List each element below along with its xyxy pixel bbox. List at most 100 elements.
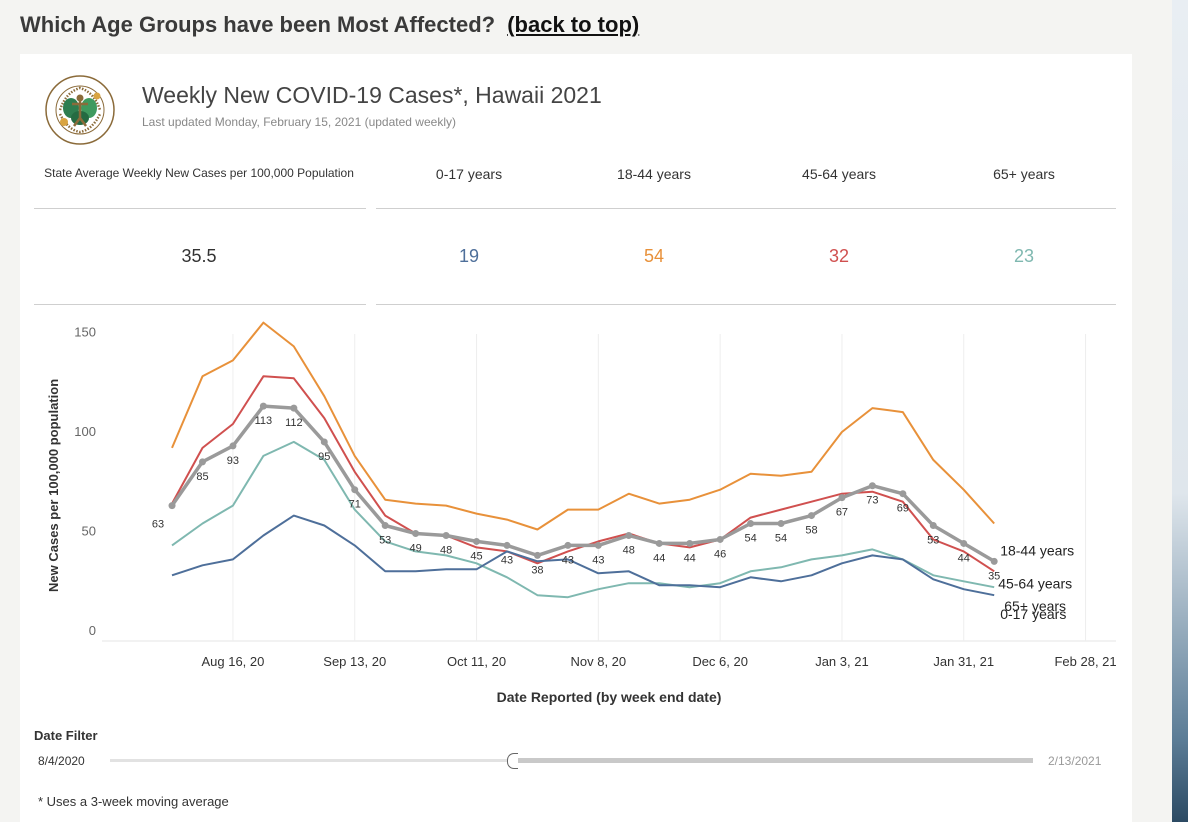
state-average-point [442,531,450,539]
data-label: 43 [501,554,513,566]
x-tick-label: Jan 31, 21 [933,654,994,669]
series-line-0-17-years [171,514,995,597]
y-tick-label: 100 [74,424,96,439]
data-label: 73 [866,495,878,507]
state-average-point [686,539,694,547]
x-tick-label: Nov 8, 20 [571,654,627,669]
kpi-value-0-17: 19 [458,246,480,266]
y-tick-label: 150 [74,325,96,340]
data-label: 71 [349,499,361,511]
data-label: 85 [196,471,208,483]
kpi-value-45-64: 32 [828,246,850,266]
data-label: 53 [379,535,391,547]
date-slider-track[interactable] [110,759,510,762]
state-average-point [899,490,907,498]
cases-line-chart: Aug 16, 20 Sep 13, 20 Oct 11, 20 Nov 8, 20 D… [74,321,1117,705]
series-end-label: 18-44 years [1000,543,1074,559]
state-average-point [290,404,298,412]
x-tick-label: Dec 6, 20 [692,654,748,669]
data-label: 58 [805,525,817,537]
state-average-point [229,442,237,450]
kpi-divider [376,304,1116,305]
series-line-18-44-years [171,321,995,531]
state-average-point [929,522,937,530]
kpi-value-65-plus: 23 [1013,246,1035,266]
x-tick-label: Jan 3, 21 [815,654,869,669]
y-axis-title: New Cases per 100,000 population [46,378,61,592]
date-slider-handle[interactable] [507,753,518,769]
dashboard-title: Weekly New COVID-19 Cases*, Hawaii 2021 [142,82,602,108]
state-average-point [838,494,846,502]
data-label: 43 [592,554,604,566]
state-average-point [473,537,481,545]
x-tick-label: Feb 28, 21 [1054,654,1116,669]
data-label: 95 [318,451,330,463]
kpi-label-45-64: 45-64 years [802,166,876,182]
data-label: 69 [897,503,909,515]
state-average-point [625,531,633,539]
back-to-top-link[interactable]: (back to top) [507,12,640,37]
x-tick-label: Aug 16, 20 [201,654,264,669]
date-filter-label: Date Filter [34,728,98,743]
state-average-point [868,482,876,490]
data-label: 45 [470,550,482,562]
data-label: 46 [714,548,726,560]
state-average-point [503,541,511,549]
state-average-value: 35.5 [181,246,217,266]
data-label: 38 [531,564,543,576]
y-tick-label: 50 [82,524,96,539]
state-average-point [990,557,998,565]
series-end-label: 45-64 years [998,575,1072,591]
state-average-point [564,541,572,549]
state-average-point [412,529,420,537]
state-average-point [777,520,785,528]
state-average-point [351,486,359,494]
kpi-divider [34,208,366,209]
data-label: 67 [836,507,848,519]
background-photo-edge [1172,0,1188,822]
data-label: 44 [653,552,665,564]
data-label: 35 [988,570,1000,582]
kpi-divider [376,208,1116,209]
data-label: 93 [227,455,239,467]
series-end-label: 65+ years [1004,598,1066,614]
data-label: 113 [255,415,273,427]
data-label: 44 [684,552,696,564]
state-average-point [533,551,541,559]
state-average-point [198,458,206,466]
date-slider-selected-range[interactable] [510,758,1033,763]
data-label: 112 [285,417,303,429]
state-average-point [594,541,602,549]
series-line-65-years [171,440,995,599]
x-tick-label: Sep 13, 20 [323,654,386,669]
data-label: 43 [562,554,574,566]
x-tick-label: Oct 11, 20 [447,654,506,669]
state-average-point [320,438,328,446]
series-end-label: 0-17 years [1000,606,1066,622]
kpi-label-65-plus: 65+ years [993,166,1055,182]
state-average-point [716,535,724,543]
state-average-point [655,539,663,547]
data-label: 54 [744,533,756,545]
data-label: 63 [152,519,164,531]
last-updated-text: Last updated Monday, February 15, 2021 (… [142,115,456,129]
state-average-point [747,520,755,528]
kpi-divider [34,304,366,305]
data-label: 54 [775,533,787,545]
state-average-point [960,539,968,547]
date-filter-end: 2/13/2021 [1048,754,1102,768]
state-average-point [259,402,267,410]
data-label: 53 [927,535,939,547]
kpi-label-18-44: 18-44 years [617,166,691,182]
footnote: * Uses a 3-week moving average [38,794,229,809]
state-average-label: State Average Weekly New Cases per 100,0… [44,166,354,180]
data-label: 48 [440,544,452,556]
series-line-state-average [170,404,996,563]
y-tick-label: 0 [89,623,96,638]
dashboard-card: Weekly New COVID-19 Cases*, Hawaii 2021 … [20,54,1132,822]
state-average-point [807,512,815,520]
data-label: 49 [410,542,422,554]
data-label: 48 [623,544,635,556]
state-average-point [168,502,176,510]
date-filter-start: 8/4/2020 [38,754,85,768]
